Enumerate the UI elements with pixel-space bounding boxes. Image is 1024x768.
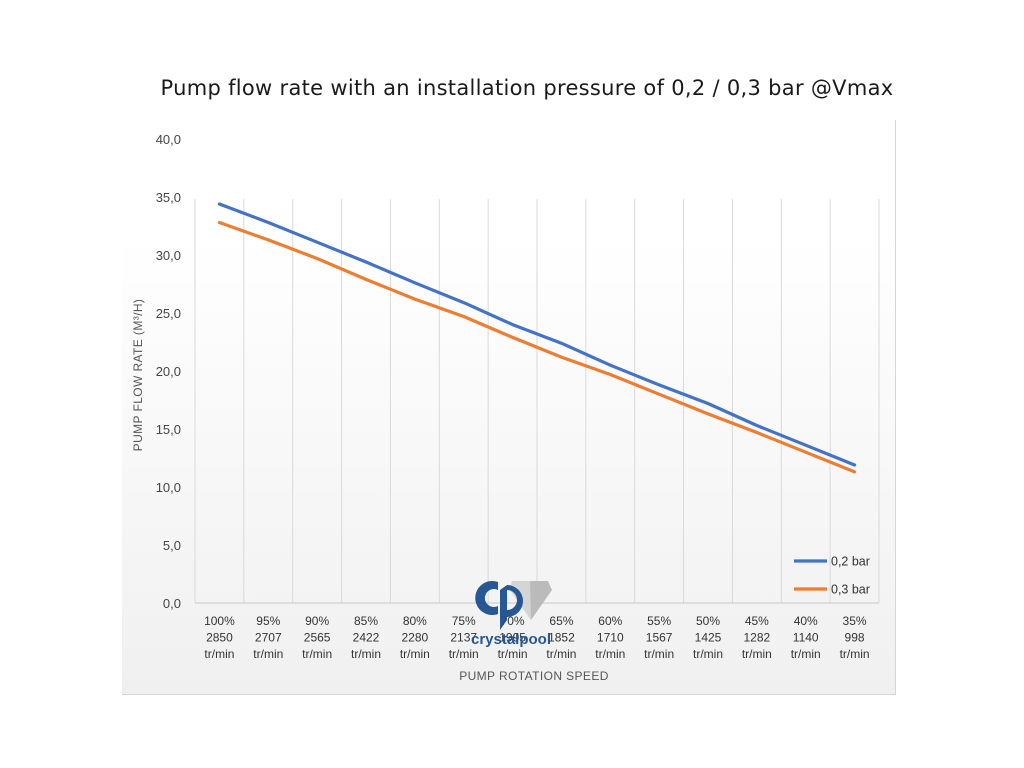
x-tick-unit: tr/min: [400, 647, 430, 661]
gridlines: [194, 199, 880, 604]
x-tick-label: 65% 1852 tr/min: [546, 614, 576, 661]
x-tick-rpm: 2565: [304, 631, 331, 645]
x-tick-percent: 90%: [305, 614, 329, 628]
x-tick-unit: tr/min: [302, 647, 332, 661]
x-tick-percent: 40%: [794, 614, 818, 628]
x-tick-rpm: 1710: [597, 631, 624, 645]
x-tick-rpm: 2137: [450, 631, 477, 645]
x-axis-title: PUMP ROTATION SPEED: [459, 669, 609, 683]
x-tick-rpm: 2422: [353, 631, 380, 645]
x-tick-unit: tr/min: [840, 647, 870, 661]
x-tick-label: 100% 2850 tr/min: [204, 614, 235, 661]
x-tick-percent: 100%: [204, 614, 235, 628]
x-tick-percent: 65%: [549, 614, 573, 628]
x-tick-unit: tr/min: [498, 647, 528, 661]
y-axis-title: PUMP FLOW RATE (M³/H): [131, 299, 145, 452]
x-tick-label: 45% 1282 tr/min: [742, 614, 772, 661]
x-tick-percent: 80%: [403, 614, 427, 628]
x-tick-label: 95% 2707 tr/min: [253, 614, 283, 661]
x-tick-rpm: 1995: [499, 631, 526, 645]
x-tick-unit: tr/min: [742, 647, 772, 661]
x-tick-percent: 75%: [452, 614, 476, 628]
y-tick-label: 40,0: [156, 132, 181, 147]
y-tick-label: 0,0: [163, 596, 181, 611]
legend: 0,2 bar 0,3 bar: [794, 555, 870, 597]
y-tick-label: 20,0: [156, 364, 181, 379]
x-tick-label: 75% 2137 tr/min: [449, 614, 479, 661]
x-tick-rpm: 1852: [548, 631, 575, 645]
x-tick-rpm: 1282: [744, 631, 771, 645]
logo-text: crystalpool: [471, 631, 551, 648]
x-tick-label: 35% 998 tr/min: [840, 614, 870, 661]
crystalpool-logo: crystalpool: [471, 581, 552, 648]
x-tick-label: 85% 2422 tr/min: [351, 614, 381, 661]
x-tick-unit: tr/min: [791, 647, 821, 661]
y-tick-label: 10,0: [156, 480, 181, 495]
series-line-0-3-bar: [217, 220, 857, 474]
x-tick-rpm: 2850: [206, 631, 233, 645]
x-tick-label: 60% 1710 tr/min: [595, 614, 625, 661]
x-tick-percent: 45%: [745, 614, 769, 628]
x-axis-ticks: 100% 2850 tr/min 95% 2707 tr/min 90% 2565 tr/min…: [204, 614, 869, 661]
x-tick-rpm: 2707: [255, 631, 282, 645]
x-tick-rpm: 998: [845, 631, 865, 645]
x-tick-unit: tr/min: [351, 647, 381, 661]
x-tick-label: 50% 1425 tr/min: [693, 614, 723, 661]
x-tick-unit: tr/min: [449, 647, 479, 661]
legend-label: 0,2 bar: [831, 555, 870, 569]
x-tick-rpm: 1140: [793, 631, 819, 645]
x-tick-unit: tr/min: [546, 647, 576, 661]
y-tick-label: 35,0: [156, 190, 181, 205]
x-tick-unit: tr/min: [253, 647, 283, 661]
chart-title: Pump flow rate with an installation pres…: [160, 76, 894, 100]
x-tick-percent: 50%: [696, 614, 720, 628]
x-tick-unit: tr/min: [595, 647, 625, 661]
x-tick-rpm: 2280: [402, 631, 429, 645]
cp-mark-icon: [475, 581, 523, 630]
x-tick-label: 40% 1140 tr/min: [791, 614, 821, 661]
x-tick-rpm: 1425: [695, 631, 722, 645]
x-tick-label: 90% 2565 tr/min: [302, 614, 332, 661]
x-tick-unit: tr/min: [644, 647, 674, 661]
legend-label: 0,3 bar: [831, 583, 870, 597]
x-tick-label: 80% 2280 tr/min: [400, 614, 430, 661]
y-tick-label: 30,0: [156, 248, 181, 263]
x-tick-unit: tr/min: [693, 647, 723, 661]
y-tick-label: 25,0: [156, 306, 181, 321]
x-tick-percent: 95%: [256, 614, 280, 628]
y-tick-label: 15,0: [156, 422, 181, 437]
x-tick-rpm: 1567: [646, 631, 673, 645]
series-lines: [217, 202, 857, 474]
x-tick-label: 55% 1567 tr/min: [644, 614, 674, 661]
x-tick-unit: tr/min: [204, 647, 234, 661]
y-axis-ticks: 0,0 5,0 10,0 15,0 20,0 25,0 30,0 35,0 40,0: [156, 132, 181, 611]
x-tick-percent: 35%: [843, 614, 867, 628]
y-tick-label: 5,0: [163, 538, 181, 553]
series-line-0-2-bar: [217, 202, 857, 467]
x-tick-percent: 55%: [647, 614, 671, 628]
x-tick-percent: 60%: [598, 614, 622, 628]
x-tick-percent: 85%: [354, 614, 378, 628]
